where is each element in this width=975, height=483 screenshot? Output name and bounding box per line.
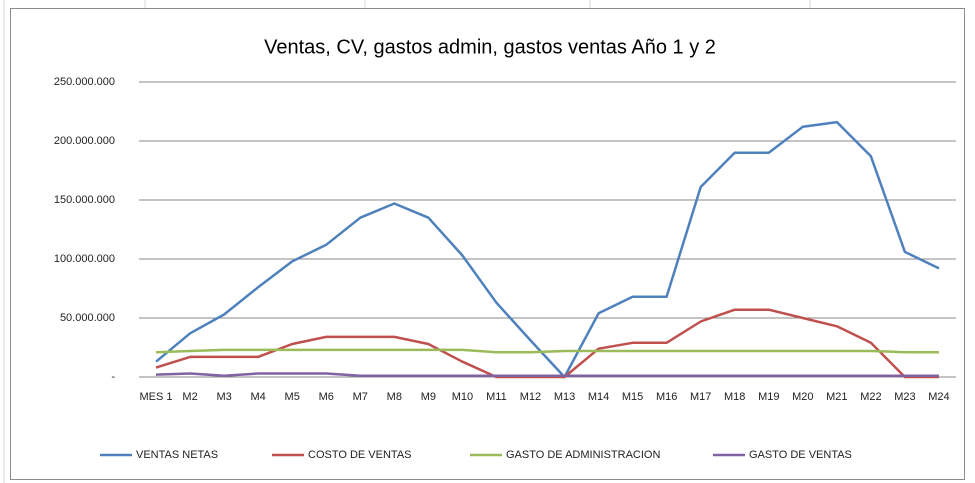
legend-label: VENTAS NETAS [136,449,218,461]
x-tick-label: M24 [928,391,949,403]
y-tick-label: 100.000.000 [54,253,115,265]
x-tick-label: M2 [182,391,197,403]
y-tick-label: 250.000.000 [54,76,115,88]
x-tick-label: M16 [656,391,677,403]
x-tick-label: M17 [690,391,711,403]
x-tick-label: M11 [486,391,507,403]
x-tick-label: M18 [724,391,745,403]
x-tick-label: M15 [622,391,643,403]
x-tick-label: M22 [860,391,881,403]
chart-frame [10,8,965,480]
x-tick-label: M14 [588,391,609,403]
x-tick-label: M9 [421,391,436,403]
x-tick-label: MES 1 [140,391,173,403]
x-tick-label: M12 [520,391,541,403]
x-tick-label: M3 [216,391,231,403]
legend-label: COSTO DE VENTAS [308,449,412,461]
x-tick-label: M19 [758,391,779,403]
x-tick-label: M23 [894,391,915,403]
legend-label: GASTO DE VENTAS [749,449,852,461]
y-tick-label: - [111,371,115,383]
series-line [155,120,940,379]
y-tick-label: 150.000.000 [54,194,115,206]
x-tick-label: M4 [251,391,266,403]
x-tick-label: M10 [452,391,473,403]
x-tick-label: M5 [285,391,300,403]
x-tick-label: M20 [792,391,813,403]
x-tick-label: M8 [387,391,402,403]
legend-label: GASTO DE ADMINISTRACION [506,449,660,461]
x-tick-label: M21 [826,391,847,403]
y-tick-label: 200.000.000 [54,135,115,147]
series-line [155,348,939,354]
y-tick-label: 50.000.000 [60,312,115,324]
x-tick-label: M7 [353,391,368,403]
series-line [155,372,939,378]
chart-title: Ventas, CV, gastos admin, gastos ventas … [264,36,716,58]
x-tick-label: M6 [319,391,334,403]
x-tick-label: M13 [554,391,575,403]
